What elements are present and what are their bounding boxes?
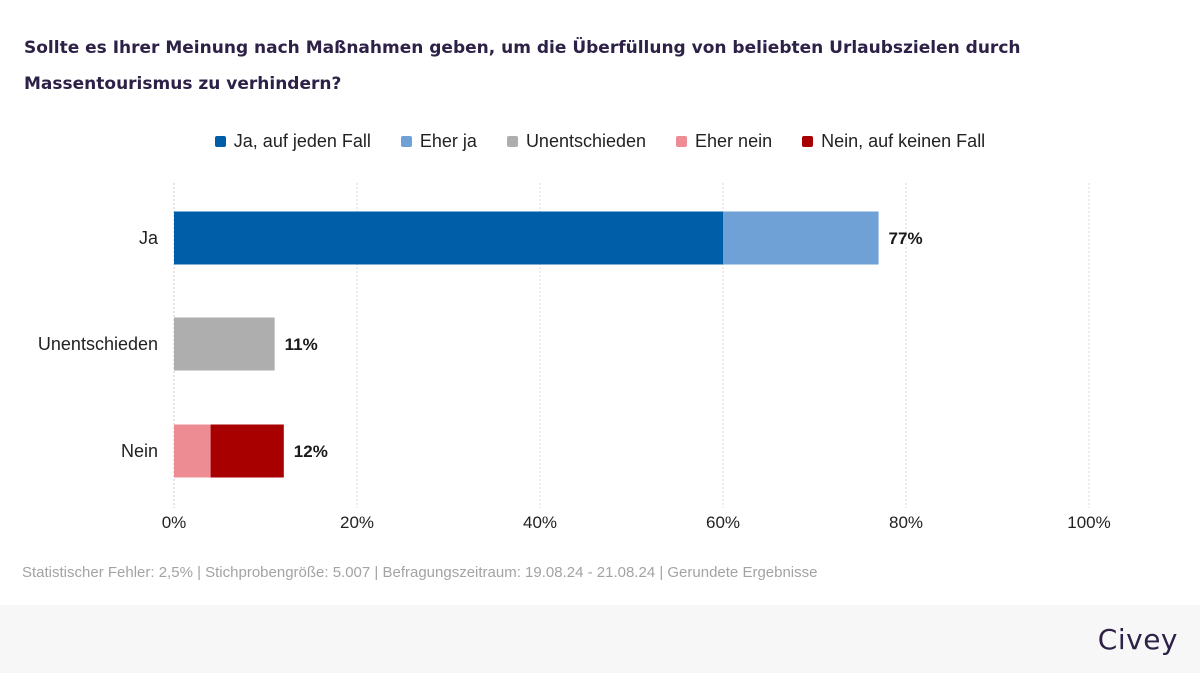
legend-swatch-icon <box>400 135 412 147</box>
legend-swatch-icon <box>802 135 814 147</box>
x-tick-label: 40% <box>523 513 557 532</box>
bar-segment-0-1 <box>723 211 879 265</box>
data-label: 12% <box>294 442 328 461</box>
legend-label: Nein, auf keinen Fall <box>821 130 986 151</box>
civey-logo: Civey <box>1097 623 1178 656</box>
chart-title: Sollte es Ihrer Meinung nach Maßnahmen g… <box>24 38 1021 94</box>
legend-item-ja-auf-jeden-fall: Ja, auf jeden Fall <box>214 130 371 152</box>
category-label: Unentschieden <box>38 334 158 354</box>
legend-label: Ja, auf jeden Fall <box>233 130 371 151</box>
footer-band: Civey <box>0 605 1200 673</box>
x-tick-label: 100% <box>1067 513 1110 532</box>
legend-item-eher-ja: Eher ja <box>400 130 477 152</box>
x-tick-label: 80% <box>889 513 923 532</box>
footer-note: Statistischer Fehler: 2,5% | Stichproben… <box>22 564 818 581</box>
category-label: Ja <box>139 228 159 248</box>
x-tick-label: 60% <box>706 513 740 532</box>
legend-item-eher-nein: Eher nein <box>676 131 772 152</box>
bar-segment-2-4 <box>210 424 284 478</box>
legend-swatch-icon <box>506 135 518 147</box>
category-label: Nein <box>121 441 158 461</box>
legend-label: Eher nein <box>695 130 773 151</box>
data-label: 77% <box>889 229 923 248</box>
data-label: 11% <box>285 335 318 354</box>
stacked-bar-chart: Ja 77% Unentschieden 11% Nein 12% 0% 20% 40% 60% 8… <box>38 183 1111 532</box>
bar-segment-0-0 <box>174 211 723 265</box>
bar-segment-1-2 <box>174 317 275 371</box>
x-tick-label: 20% <box>340 513 374 532</box>
legend-label: Unentschieden <box>525 130 647 151</box>
legend-swatch-icon <box>214 135 226 147</box>
legend-item-unentschieden: Unentschieden <box>506 130 647 152</box>
bar-segment-2-3 <box>174 424 211 478</box>
legend-item-nein-auf-keinen-fall: Nein, auf keinen Fall <box>802 131 985 152</box>
chart-legend: Ja, auf jeden Fall Eher ja Unentschieden… <box>0 129 1200 153</box>
legend-label: Eher ja <box>419 130 477 151</box>
x-tick-label: 0% <box>162 513 187 532</box>
legend-swatch-icon <box>676 135 688 147</box>
